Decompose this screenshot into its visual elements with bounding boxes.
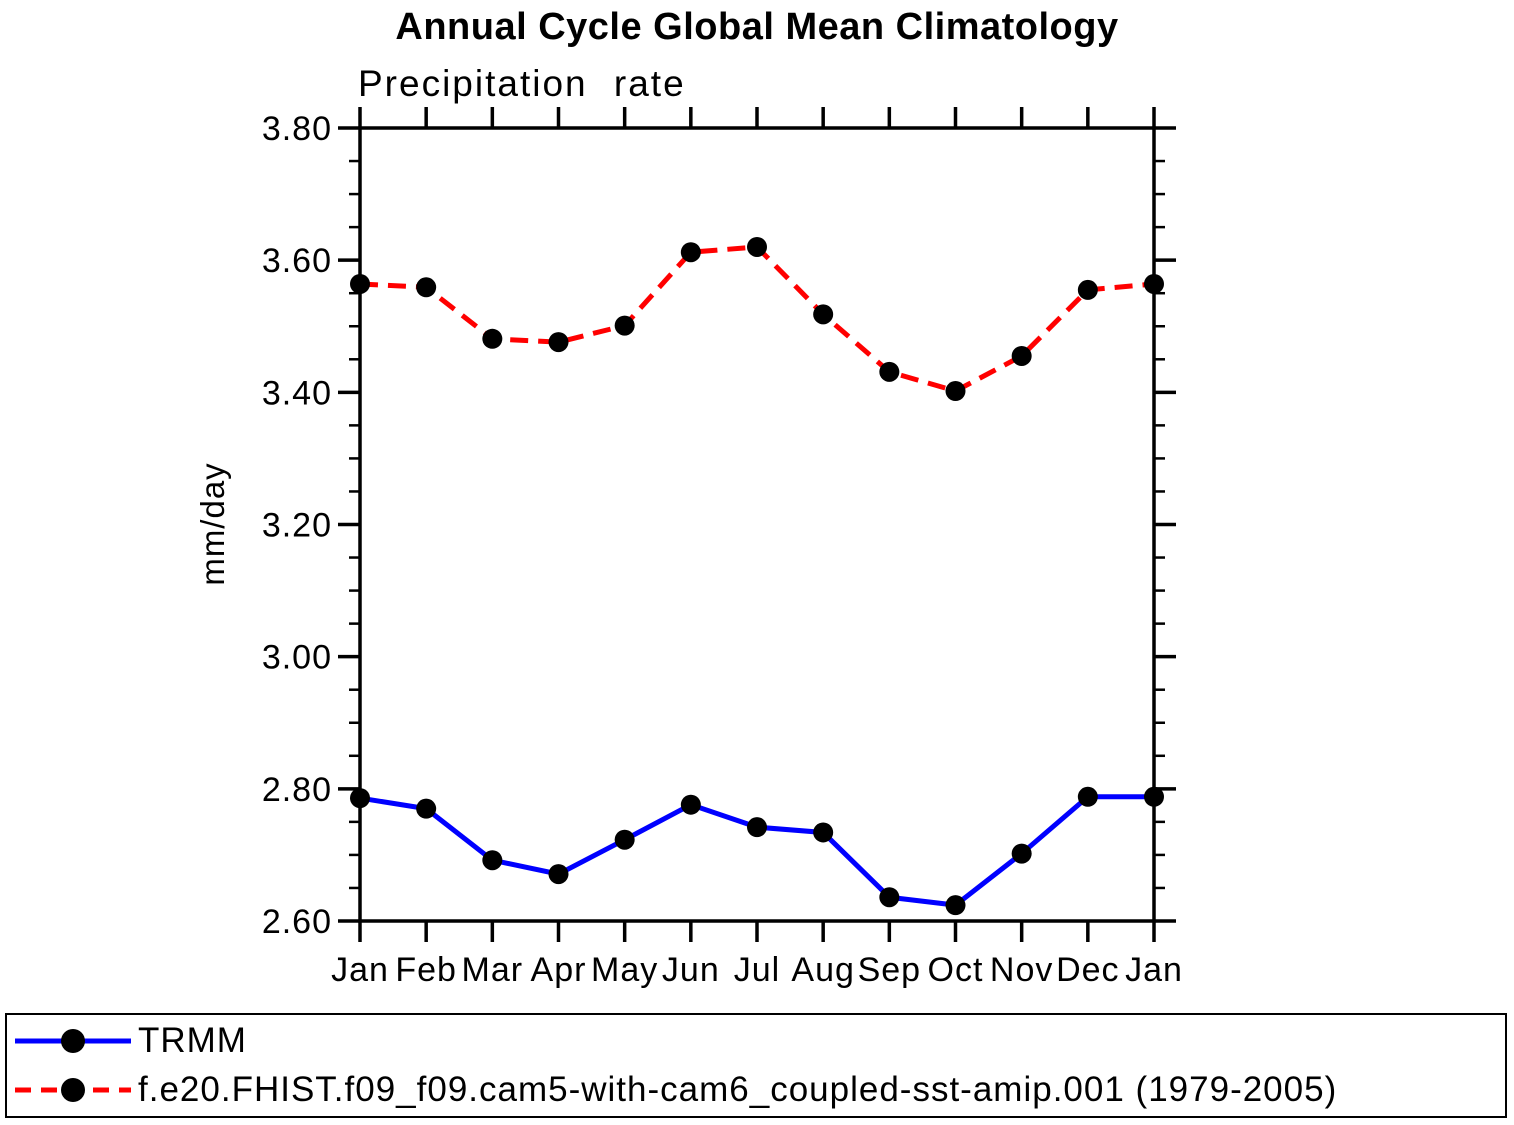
series-line-1 <box>359 244 1155 394</box>
y-tick-label: 2.80 <box>262 771 332 809</box>
data-point-marker <box>350 273 370 294</box>
data-point-marker <box>416 798 437 819</box>
data-point-marker <box>945 381 966 402</box>
x-tick-label: Feb <box>395 951 457 989</box>
y-tick-label: 3.00 <box>262 639 332 677</box>
data-point-marker <box>416 277 437 298</box>
data-point-marker <box>1077 786 1098 807</box>
legend-marker <box>61 1078 85 1102</box>
data-point-marker <box>945 895 966 916</box>
data-point-marker <box>813 304 834 325</box>
data-point-marker <box>1144 786 1164 807</box>
data-point-marker <box>879 361 900 382</box>
y-tick-label: 3.20 <box>262 507 332 545</box>
y-axis-label: mm/day <box>194 462 231 585</box>
data-point-marker <box>680 794 701 815</box>
data-point-marker <box>747 236 767 257</box>
data-point-marker <box>680 242 701 263</box>
legend-label: TRMM <box>138 1021 247 1060</box>
series-group <box>350 236 1164 916</box>
legend-label: f.e20.FHIST.f09_f09.cam5-with-cam6_coupl… <box>138 1070 1338 1109</box>
data-point-marker <box>1144 273 1164 294</box>
legend-item: TRMM <box>11 1018 1505 1064</box>
data-point-marker <box>548 864 569 885</box>
data-point-marker <box>482 850 503 871</box>
x-tick-label: May <box>591 951 658 989</box>
data-point-marker <box>747 817 767 838</box>
x-tick-label: Nov <box>990 951 1053 989</box>
data-point-marker <box>1011 345 1032 366</box>
x-tick-label: Aug <box>791 951 855 989</box>
x-tick-label: Jan <box>1125 951 1183 989</box>
data-point-marker <box>350 788 370 809</box>
data-point-marker <box>482 328 503 349</box>
legend-key-dashed-line <box>15 1078 131 1102</box>
y-tick-label: 3.40 <box>262 374 332 412</box>
data-point-marker <box>614 315 635 336</box>
data-point-marker <box>879 887 900 908</box>
data-point-marker <box>1011 843 1032 864</box>
x-tick-label: Dec <box>1056 951 1119 989</box>
plot-subtitle: Precipitation rate <box>358 63 686 104</box>
x-tick-label: Jun <box>662 951 720 989</box>
legend-item: f.e20.FHIST.f09_f09.cam5-with-cam6_coupl… <box>11 1067 1505 1113</box>
x-tick-label: Mar <box>462 951 524 989</box>
data-point-marker <box>813 822 834 843</box>
series-line-0 <box>359 794 1154 908</box>
legend-marker <box>61 1029 85 1053</box>
y-tick-label: 3.60 <box>262 242 332 280</box>
y-tick-label: 2.60 <box>262 903 332 941</box>
data-point-marker <box>548 332 569 353</box>
plot-box <box>358 126 1156 923</box>
x-tick-label: Oct <box>928 951 984 989</box>
x-tick-label: Jan <box>331 951 389 989</box>
y-tick-label: 3.80 <box>262 110 332 148</box>
figure-title: Annual Cycle Global Mean Climatology <box>395 6 1119 48</box>
plot-area: Precipitation rate mm/day 2.60 2.80 3.00 3.… <box>194 63 1183 989</box>
x-tick-label: Sep <box>858 951 922 989</box>
x-tick-label: Apr <box>531 951 587 989</box>
data-point-marker <box>1077 279 1098 300</box>
data-point-marker <box>614 829 635 850</box>
x-tick-label: Jul <box>734 951 780 989</box>
legend-key-solid-line <box>15 1029 131 1053</box>
legend-box: TRMM f.e20.FHIST.f09_f09.cam5-with-cam6_c… <box>5 1013 1507 1118</box>
